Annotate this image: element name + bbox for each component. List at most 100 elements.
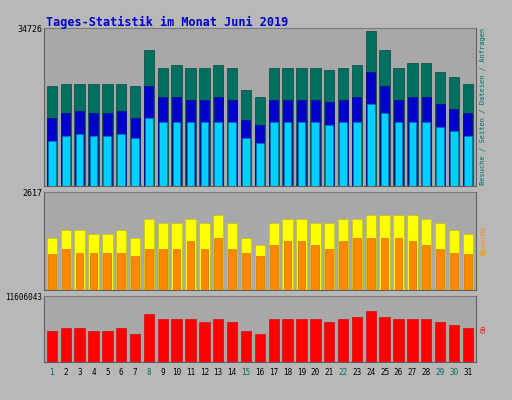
Bar <box>268 68 279 186</box>
Bar <box>213 215 223 290</box>
Bar <box>116 328 126 362</box>
Bar <box>435 322 445 362</box>
Bar <box>422 97 431 186</box>
Bar <box>117 111 125 186</box>
Bar <box>324 322 334 362</box>
Bar <box>90 252 97 290</box>
Bar <box>47 238 57 290</box>
Bar <box>463 84 473 186</box>
Bar <box>242 252 250 290</box>
Bar <box>284 241 291 290</box>
Bar <box>408 97 417 186</box>
Bar <box>241 90 251 186</box>
Bar <box>254 97 265 186</box>
Bar <box>89 113 98 186</box>
Bar <box>407 319 418 362</box>
Bar <box>88 84 99 186</box>
Bar <box>463 234 473 290</box>
Bar <box>74 84 85 186</box>
Bar <box>421 219 432 290</box>
Bar <box>242 138 250 186</box>
Bar <box>270 122 278 186</box>
Bar <box>379 50 390 186</box>
Bar <box>185 219 196 290</box>
Bar <box>436 249 444 290</box>
Bar <box>103 136 111 186</box>
Bar <box>338 100 348 186</box>
Bar <box>228 100 237 186</box>
Bar <box>310 68 321 186</box>
Bar <box>256 256 264 290</box>
Bar <box>366 31 376 186</box>
Bar <box>339 122 347 186</box>
Bar <box>407 215 418 290</box>
Bar <box>48 140 56 186</box>
Bar <box>76 252 83 290</box>
Bar <box>62 249 70 290</box>
Bar <box>324 70 334 186</box>
Bar <box>159 249 166 290</box>
Bar <box>422 122 430 186</box>
Bar <box>60 84 71 186</box>
Bar <box>186 100 195 186</box>
Bar <box>130 334 140 362</box>
Bar <box>395 122 402 186</box>
Bar <box>241 238 251 290</box>
Bar <box>421 63 432 186</box>
Bar <box>144 86 154 186</box>
Bar <box>145 118 153 186</box>
Bar <box>381 238 389 290</box>
Bar <box>227 322 237 362</box>
Bar <box>158 68 168 186</box>
Bar <box>352 66 362 186</box>
Bar <box>366 215 376 290</box>
Bar <box>213 319 223 362</box>
Bar <box>449 325 459 362</box>
Bar <box>116 84 126 186</box>
Bar <box>268 222 279 290</box>
Bar <box>242 120 250 186</box>
Bar <box>199 68 209 186</box>
Bar <box>88 234 99 290</box>
Bar <box>241 331 251 362</box>
Bar <box>339 241 347 290</box>
Bar <box>283 100 292 186</box>
Bar <box>422 245 430 290</box>
Bar <box>60 230 71 290</box>
Bar <box>450 252 458 290</box>
Bar <box>379 316 390 362</box>
Bar <box>311 122 319 186</box>
Bar <box>131 118 140 186</box>
Bar <box>173 249 180 290</box>
Bar <box>325 124 333 186</box>
Bar <box>436 127 444 186</box>
Bar <box>158 319 168 362</box>
Bar <box>131 256 139 290</box>
Bar <box>62 136 70 186</box>
Bar <box>200 100 209 186</box>
Bar <box>159 122 166 186</box>
Bar <box>74 230 85 290</box>
Bar <box>227 222 237 290</box>
Bar <box>450 109 458 186</box>
Bar <box>380 86 389 186</box>
Bar <box>310 222 321 290</box>
Bar <box>215 122 222 186</box>
Bar <box>185 68 196 186</box>
Bar <box>393 68 403 186</box>
Bar <box>353 122 361 186</box>
Bar <box>47 86 57 186</box>
Bar <box>199 222 209 290</box>
Bar <box>450 132 458 186</box>
Bar <box>48 254 56 290</box>
Bar <box>130 238 140 290</box>
Bar <box>214 97 223 186</box>
Bar <box>296 219 307 290</box>
Bar <box>47 331 57 362</box>
Bar <box>270 245 278 290</box>
Bar <box>158 222 168 290</box>
Bar <box>463 113 473 186</box>
Bar <box>367 104 375 186</box>
Bar <box>144 219 154 290</box>
Bar <box>338 68 348 186</box>
